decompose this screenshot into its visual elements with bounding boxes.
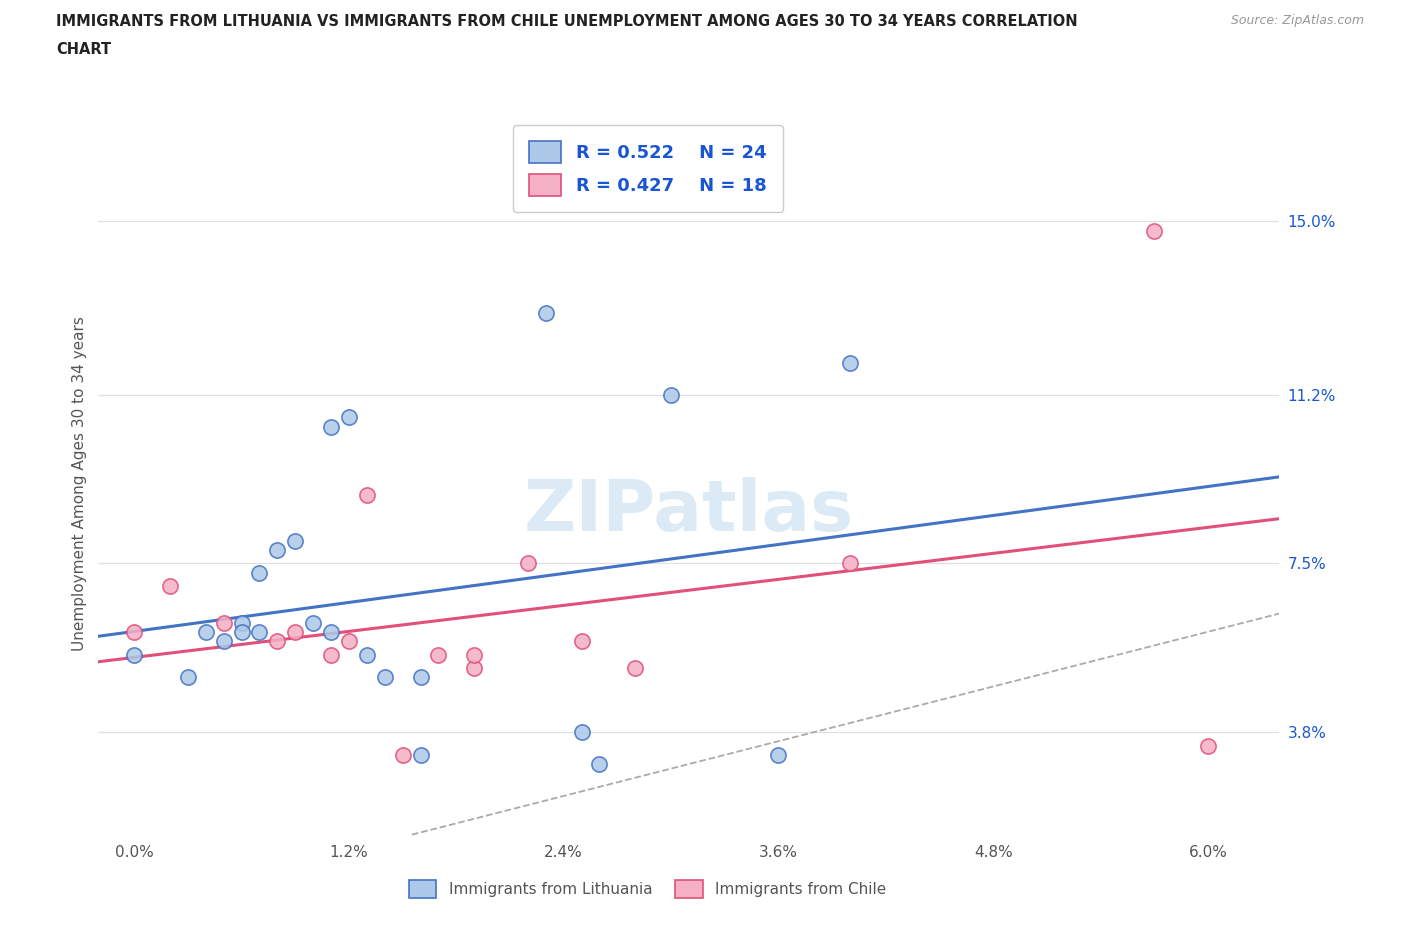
Point	[624, 661, 647, 676]
Text: ZIPatlas: ZIPatlas	[524, 477, 853, 546]
Point	[427, 647, 450, 662]
Point	[159, 578, 181, 593]
Point	[356, 647, 378, 662]
Point	[337, 633, 360, 648]
Point	[249, 624, 271, 639]
Point	[231, 624, 253, 639]
Point	[319, 624, 342, 639]
Point	[409, 748, 432, 763]
Text: IMMIGRANTS FROM LITHUANIA VS IMMIGRANTS FROM CHILE UNEMPLOYMENT AMONG AGES 30 TO: IMMIGRANTS FROM LITHUANIA VS IMMIGRANTS …	[56, 14, 1078, 29]
Point	[534, 305, 557, 320]
Point	[839, 556, 862, 571]
Point	[409, 670, 432, 684]
Point	[319, 419, 342, 434]
Point	[284, 624, 307, 639]
Point	[122, 624, 145, 639]
Point	[177, 670, 200, 684]
Point	[337, 410, 360, 425]
Point	[1143, 223, 1166, 238]
Point	[212, 616, 235, 631]
Text: Source: ZipAtlas.com: Source: ZipAtlas.com	[1230, 14, 1364, 27]
Text: CHART: CHART	[56, 42, 111, 57]
Point	[391, 748, 413, 763]
Point	[571, 724, 593, 739]
Point	[284, 533, 307, 548]
Point	[1197, 738, 1219, 753]
Point	[659, 387, 682, 402]
Point	[463, 647, 485, 662]
Point	[768, 748, 790, 763]
Point	[571, 633, 593, 648]
Point	[266, 633, 288, 648]
Point	[588, 757, 610, 772]
Point	[516, 556, 538, 571]
Point	[302, 616, 325, 631]
Point	[249, 565, 271, 580]
Legend: Immigrants from Lithuania, Immigrants from Chile: Immigrants from Lithuania, Immigrants fr…	[396, 868, 898, 910]
Point	[839, 355, 862, 370]
Point	[356, 487, 378, 502]
Point	[194, 624, 217, 639]
Y-axis label: Unemployment Among Ages 30 to 34 years: Unemployment Among Ages 30 to 34 years	[72, 316, 87, 651]
Point	[266, 542, 288, 557]
Point	[319, 647, 342, 662]
Point	[231, 616, 253, 631]
Point	[374, 670, 396, 684]
Point	[122, 647, 145, 662]
Point	[463, 661, 485, 676]
Point	[212, 633, 235, 648]
